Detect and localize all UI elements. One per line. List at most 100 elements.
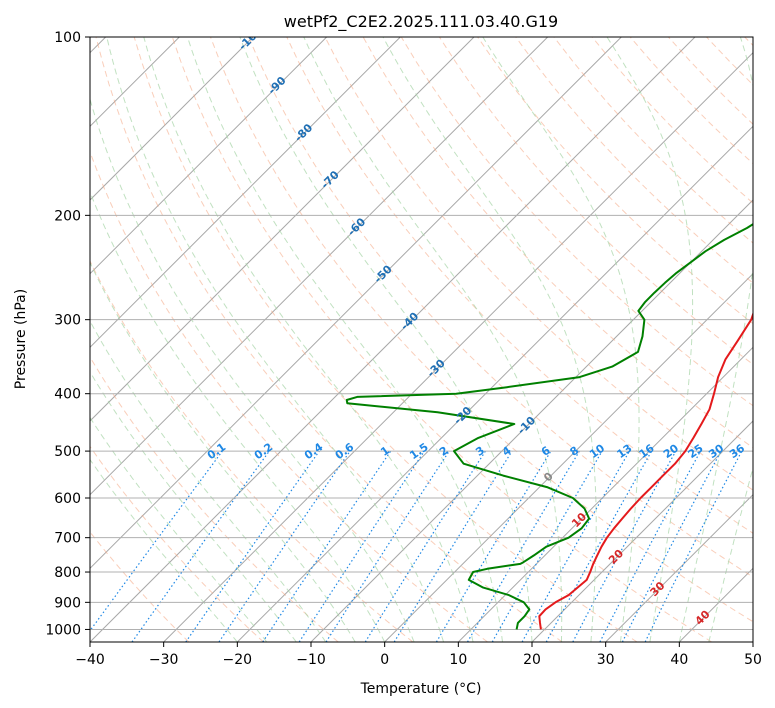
- dry-adiabat: [90, 356, 339, 642]
- x-tick-label: 20: [523, 652, 541, 668]
- mixing-ratio-label: 13: [614, 442, 634, 461]
- moist-adiabat: [606, 37, 694, 642]
- mixing-ratio-line: [218, 450, 351, 642]
- isoline-labels: 0.1 0.2 0.4 0.6 1 1.5 2 3 4 6 8 10 13 16 20 25 30 36-100-…: [205, 24, 747, 628]
- x-axis-label: Temperature (°C): [360, 681, 482, 697]
- chart-title: wetPf2_C2E2.2025.111.03.40.G19: [284, 12, 558, 32]
- moist-adiabat: [106, 37, 445, 642]
- mixing-ratio-label: 0.4: [302, 440, 326, 462]
- mixing-ratio-line: [393, 450, 513, 642]
- isotherm-label: 30: [648, 579, 668, 599]
- mixing-ratio-label: 0.2: [252, 440, 275, 462]
- pressure-grid: [90, 37, 753, 630]
- x-tick-label: 30: [597, 652, 615, 668]
- y-tick-label: 1000: [45, 622, 81, 638]
- background-lines: [90, 37, 753, 642]
- dry-adiabat: [286, 37, 753, 534]
- isotherm-label: -80: [292, 121, 315, 144]
- dry-adiabat: [324, 37, 753, 491]
- x-tick-label: 40: [670, 652, 688, 668]
- isotherm-label: -90: [265, 74, 288, 97]
- dry-adiabat: [90, 150, 488, 642]
- moist-adiabat: [143, 37, 474, 642]
- mixing-ratio-line: [521, 450, 631, 642]
- y-tick-label: 300: [54, 313, 81, 329]
- isotherm-line: [678, 567, 753, 642]
- x-tick-label: −40: [75, 652, 105, 668]
- y-tick-label: 700: [54, 531, 81, 547]
- dry-adiabat: [744, 37, 753, 47]
- moist-adiabat: [708, 465, 753, 642]
- isotherm-line: [163, 51, 753, 642]
- moist-adiabat: [90, 190, 386, 642]
- moist-adiabat: [90, 320, 327, 642]
- dry-adiabat: [171, 37, 712, 642]
- isotherm-line: [236, 125, 753, 642]
- mixing-ratio-line: [325, 450, 450, 642]
- isotherm-line: [90, 37, 401, 349]
- mixing-ratio-label: 30: [706, 441, 726, 461]
- y-tick-label: 100: [54, 30, 81, 46]
- isotherm-label: -10: [515, 414, 538, 437]
- x-tick-label: 10: [449, 652, 467, 668]
- moist-adiabat: [239, 37, 533, 642]
- isotherm-label: -20: [451, 404, 474, 427]
- mixing-ratio-line: [644, 450, 743, 642]
- profiles: [345, 223, 753, 630]
- isotherm-label: 40: [693, 607, 713, 627]
- y-tick-label: 900: [54, 595, 81, 611]
- mixing-ratio-line: [364, 450, 486, 642]
- isotherm-line: [90, 37, 475, 422]
- dry-adiabat: [95, 37, 563, 642]
- moist-adiabat: [303, 37, 563, 642]
- dry-adiabat: [248, 37, 753, 578]
- profile-line: [538, 311, 753, 630]
- mixing-ratio-label: 1.5: [407, 440, 430, 462]
- isotherm-label: -60: [345, 215, 368, 238]
- dry-adiabat: [515, 37, 753, 284]
- moist-adiabat: [678, 37, 753, 642]
- isotherm-line: [310, 199, 753, 642]
- mixing-ratio-label: 16: [637, 441, 657, 461]
- isotherm-line: [90, 37, 696, 642]
- dry-adiabat: [90, 445, 264, 642]
- x-tick-label: −10: [296, 652, 326, 668]
- dry-adiabat: [668, 37, 753, 125]
- isotherm-line: [90, 37, 254, 201]
- mixing-ratio-line: [545, 450, 653, 642]
- mixing-ratio-label: 0.6: [333, 440, 357, 462]
- mixing-ratio-line: [131, 450, 270, 642]
- mixing-ratio-label: 20: [661, 441, 681, 461]
- moist-adiabat: [90, 458, 238, 642]
- isotherm-label: -30: [425, 357, 448, 380]
- isotherm-label: -40: [398, 309, 421, 332]
- y-axis-label: Pressure (hPa): [13, 289, 29, 389]
- isotherm-label: -100: [236, 24, 265, 53]
- y-tick-label: 800: [54, 565, 81, 581]
- y-tick-label: 600: [54, 491, 81, 507]
- moist-adiabat: [382, 37, 597, 642]
- mixing-ratio-line: [262, 450, 392, 642]
- mixing-ratio-label: 10: [587, 441, 607, 461]
- isotherm-label: -70: [319, 168, 342, 191]
- mixing-ratio-line: [185, 450, 320, 642]
- moist-adiabat: [90, 261, 356, 642]
- isotherm-line: [752, 641, 753, 642]
- isotherm-line: [605, 493, 753, 642]
- y-tick-label: 500: [54, 444, 81, 460]
- dry-adiabat: [706, 37, 753, 86]
- isotherm-label: -50: [372, 262, 395, 285]
- y-axis: 100 200 300 400 500 600 700 800 900 1000: [45, 30, 90, 638]
- moist-adiabat: [482, 37, 640, 642]
- y-tick-label: 400: [54, 387, 81, 403]
- isotherm-line: [90, 37, 549, 496]
- isotherm-line: [90, 37, 622, 570]
- dry-adiabat: [90, 259, 414, 642]
- dry-adiabat: [133, 37, 638, 642]
- mixing-ratio-line: [599, 450, 702, 642]
- isotherm-line: [90, 37, 328, 275]
- x-tick-label: 0: [380, 652, 389, 668]
- moist-adiabat: [187, 37, 503, 642]
- mixing-ratio-line: [90, 450, 223, 632]
